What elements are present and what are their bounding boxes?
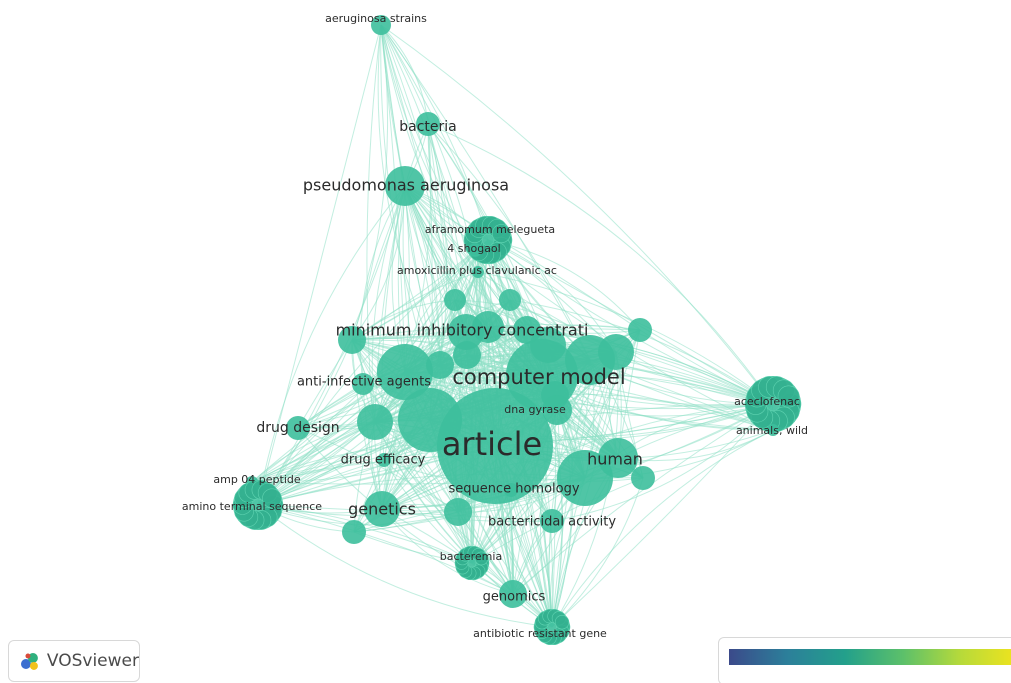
node[interactable] [426, 351, 454, 379]
node[interactable] [342, 520, 366, 544]
network-edge [257, 504, 514, 595]
node-label: amino terminal sequence [182, 500, 322, 513]
node-n15[interactable] [598, 438, 638, 478]
network-edge [427, 123, 774, 405]
node-n23[interactable] [499, 580, 527, 608]
node-label: antibiotic resistant gene [473, 627, 607, 640]
node-label: anti-infective agents [297, 375, 431, 390]
network-edge [427, 123, 591, 361]
node-n6[interactable] [472, 266, 484, 278]
node[interactable] [338, 326, 366, 354]
node-label: aframomum melegueta [425, 223, 555, 236]
node[interactable] [377, 344, 433, 400]
network-edge [404, 185, 774, 431]
node-label: amp 04 peptide [213, 473, 301, 486]
color-scale-bar [729, 649, 1011, 665]
color-legend [718, 637, 1011, 683]
node-label: human [587, 450, 643, 469]
node-label: amoxicillin plus clavulanic ac [397, 264, 557, 277]
node[interactable] [628, 318, 652, 342]
node-n24-cluster-dot [554, 615, 570, 630]
node-label: aeruginosa strains [325, 12, 427, 25]
node-n4-cluster-dot [491, 224, 511, 243]
node-label: drug efficacy [341, 453, 426, 468]
network-labels: aeruginosa strains bacteria pseudomonas ae… [182, 12, 808, 640]
network-edge [377, 24, 441, 366]
node-label: minimum inhibitory concentrati [336, 321, 589, 340]
node[interactable] [631, 466, 655, 490]
node[interactable] [444, 498, 472, 526]
network-edge [366, 24, 383, 510]
node-n18[interactable] [504, 483, 518, 497]
node-label: article [442, 425, 542, 463]
network-edge [466, 354, 774, 405]
node-label: genetics [348, 500, 416, 519]
network-nodes[interactable] [232, 15, 802, 646]
vosviewer-name: VOSviewer [46, 651, 139, 671]
node-n7[interactable] [448, 314, 484, 350]
node-label: bactericidal activity [488, 515, 616, 530]
node-n16[interactable] [377, 453, 391, 467]
node-label: drug design [256, 420, 339, 436]
node-label: animals, wild [736, 424, 808, 437]
node-label: sequence homology [448, 482, 579, 497]
network-edge [554, 393, 774, 431]
node-n10[interactable] [542, 395, 572, 425]
node-label: dna gyrase [504, 403, 566, 416]
network-edge [487, 239, 774, 405]
node[interactable] [444, 289, 466, 311]
node-n2[interactable] [416, 112, 440, 136]
network-edge [257, 329, 528, 506]
network-edge [257, 185, 406, 506]
network-edge [257, 504, 553, 628]
network-edge [380, 24, 774, 405]
node-label: 4 shogaol [447, 242, 500, 255]
network-edge [551, 477, 644, 628]
node-n11-cluster-dot [777, 385, 800, 408]
network-edge [374, 185, 406, 423]
node-n22-cluster-dot [474, 551, 489, 566]
node[interactable] [499, 289, 521, 311]
network-edge [551, 403, 774, 522]
network-edge [551, 403, 774, 628]
network-edge [404, 185, 641, 331]
node-label: bacteremia [440, 550, 502, 563]
network-edge [297, 427, 514, 595]
network-edge [257, 299, 456, 506]
node-n9[interactable] [352, 373, 374, 395]
node-label: aceclofenac [734, 395, 800, 408]
node[interactable] [598, 334, 634, 370]
network-edge [404, 185, 443, 366]
node-label: pseudomonas aeruginosa [303, 176, 509, 195]
node-n1[interactable] [371, 15, 391, 35]
node-n3[interactable] [385, 166, 425, 206]
node-n14[interactable] [437, 388, 553, 504]
node-n21[interactable] [540, 509, 564, 533]
network-edge [380, 24, 591, 361]
node-n19-cluster-dot [262, 488, 282, 509]
network-edge [380, 24, 429, 125]
network-edge [257, 24, 382, 506]
network-edge [374, 421, 553, 628]
network-edge [359, 185, 406, 385]
node-n13[interactable] [286, 416, 310, 440]
node-n8[interactable] [506, 339, 578, 411]
node[interactable] [357, 404, 393, 440]
network-edge [351, 339, 473, 564]
node-label: bacteria [399, 119, 457, 135]
network-edge [551, 429, 774, 628]
vosviewer-logo-icon [20, 653, 38, 670]
node-n12[interactable] [767, 424, 779, 436]
vosviewer-brand[interactable]: VOSviewer [8, 640, 140, 682]
node-label: genomics [483, 590, 546, 605]
node-n5[interactable] [468, 243, 482, 257]
network-edge [374, 421, 514, 595]
node-label: computer model [452, 365, 625, 389]
network-edge [251, 331, 467, 483]
node-n20[interactable] [364, 491, 400, 527]
